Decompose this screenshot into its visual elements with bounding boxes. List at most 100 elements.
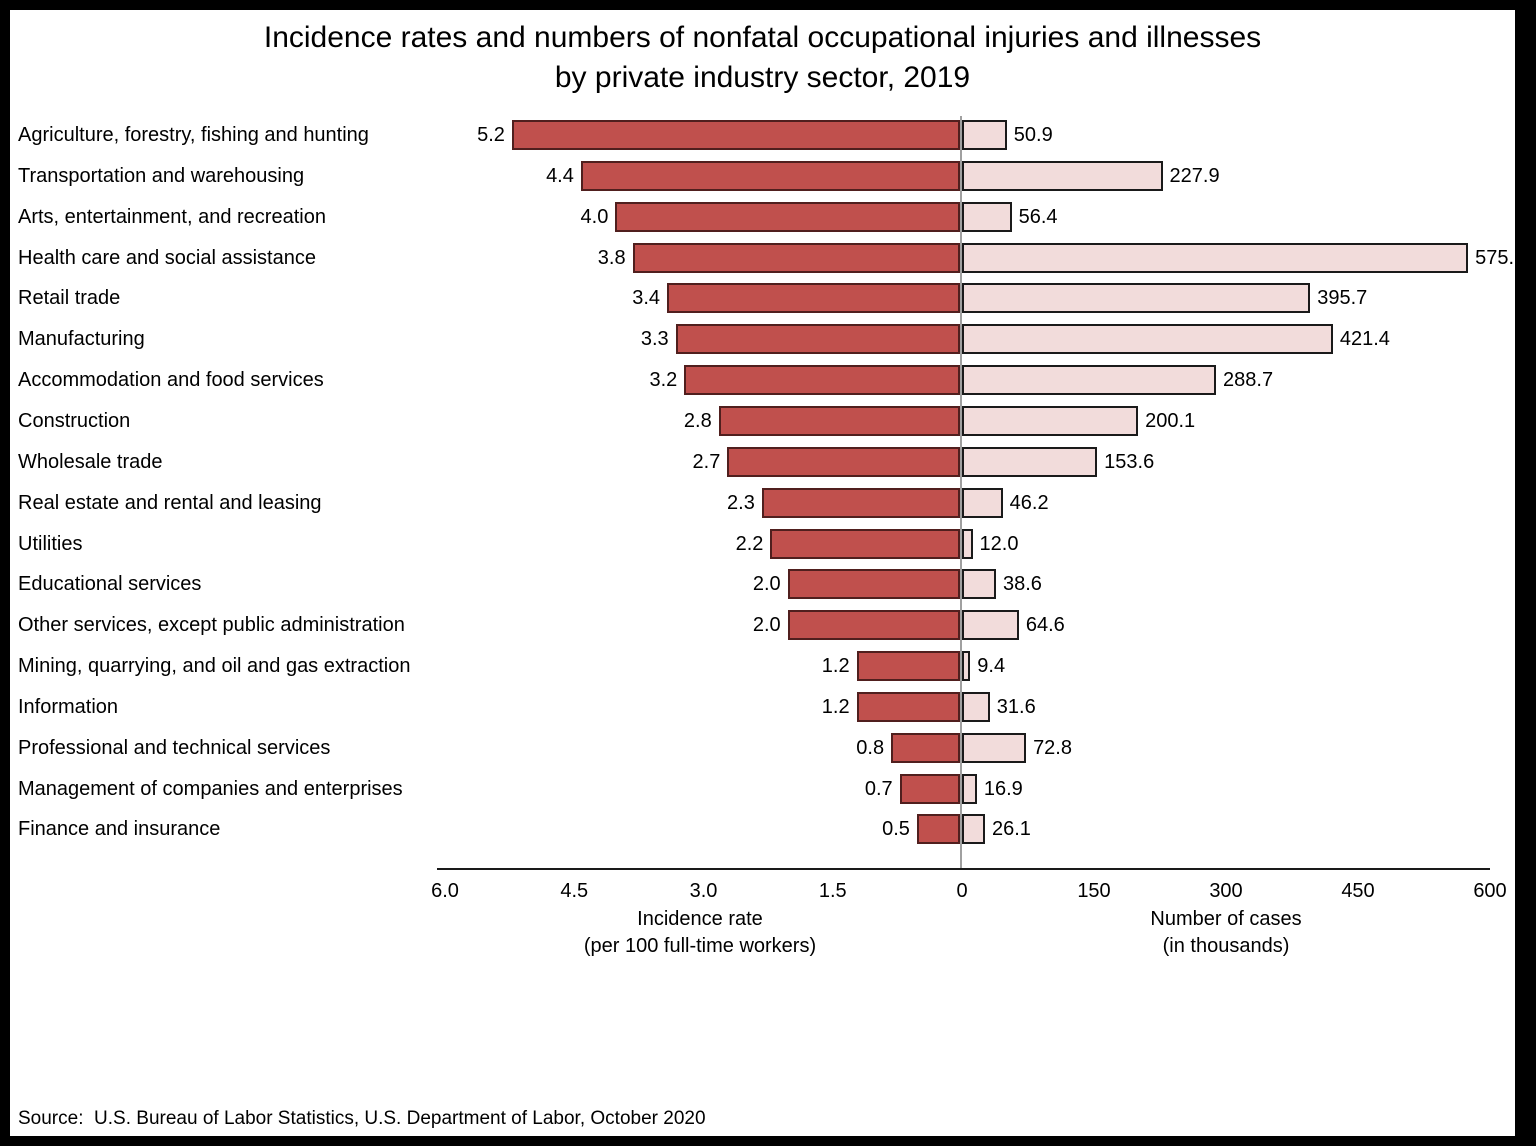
incidence-rate-value: 0.7 <box>864 777 893 800</box>
category-label: Professional and technical services <box>18 736 331 759</box>
category-label: Information <box>18 695 119 718</box>
incidence-rate-value: 5.2 <box>477 124 505 146</box>
cases-bar <box>962 691 990 722</box>
x-tick-label-right: 300 <box>1209 880 1243 902</box>
incidence-rate-bar <box>891 732 960 763</box>
category-label: Construction <box>18 409 131 432</box>
x-tick-label-right: 450 <box>1341 880 1375 902</box>
cases-bar <box>962 283 1311 314</box>
chart-row: Educational services 2.0 38.6 <box>10 569 1515 600</box>
chart-title-line2: by private industry sector, 2019 <box>554 61 971 94</box>
category-label: Educational services <box>18 573 202 596</box>
category-label: Finance and insurance <box>18 818 221 841</box>
cases-bar <box>962 365 1217 396</box>
chart-title: Incidence rates and numbers of nonfatal … <box>10 18 1515 98</box>
chart-row: Arts, entertainment, and recreation 4.0 56… <box>10 201 1515 232</box>
cases-value: 153.6 <box>1104 450 1155 473</box>
incidence-rate-value: 1.2 <box>821 655 850 678</box>
cases-bar <box>962 446 1098 477</box>
incidence-rate-value: 0.8 <box>856 736 885 759</box>
incidence-rate-bar <box>787 610 960 641</box>
category-label: Manufacturing <box>18 328 145 351</box>
cases-value: 64.6 <box>1025 614 1065 637</box>
incidence-rate-bar <box>727 446 960 477</box>
cases-bar <box>962 814 985 845</box>
category-label: Agriculture, forestry, fishing and hunti… <box>18 124 369 146</box>
incidence-rate-value: 4.4 <box>546 164 574 187</box>
incidence-rate-bar <box>787 569 960 600</box>
chart-row: Utilities 2.2 12.0 <box>10 528 1515 559</box>
incidence-rate-bar <box>511 120 960 150</box>
incidence-rate-bar <box>770 528 960 559</box>
cases-bar <box>962 324 1333 355</box>
chart-row: Management of companies and enterprises 0… <box>10 773 1515 804</box>
x-tick-label-right: 600 <box>1473 880 1507 902</box>
category-label: Real estate and rental and leasing <box>18 491 322 514</box>
chart-row: Information 1.2 31.6 <box>10 691 1515 722</box>
incidence-rate-value: 0.5 <box>882 818 910 841</box>
incidence-rate-bar <box>615 201 960 232</box>
cases-bar <box>962 405 1139 436</box>
cases-value: 56.4 <box>1018 205 1058 228</box>
category-label: Management of companies and enterprises <box>18 777 403 800</box>
category-label: Wholesale trade <box>18 450 163 473</box>
category-label: Arts, entertainment, and recreation <box>18 205 326 228</box>
x-tick-label-left: 3.0 <box>689 880 718 902</box>
chart-row: Health care and social assistance 3.8 575.… <box>10 242 1515 273</box>
incidence-rate-bar <box>856 651 960 682</box>
x-tick-label-right: 150 <box>1077 880 1111 902</box>
cases-value: 16.9 <box>983 777 1023 800</box>
category-label: Retail trade <box>18 287 121 310</box>
chart-row: Real estate and rental and leasing 2.3 46.… <box>10 487 1515 518</box>
incidence-rate-value: 2.2 <box>735 532 764 555</box>
chart-title-line1: Incidence rates and numbers of nonfatal … <box>263 21 1262 54</box>
incidence-rate-bar <box>916 814 960 845</box>
category-label: Other services, except public administra… <box>18 614 405 637</box>
cases-value: 50.9 <box>1013 124 1053 146</box>
cases-value: 200.1 <box>1145 409 1196 432</box>
incidence-rate-value: 2.3 <box>727 491 755 514</box>
cases-value: 26.1 <box>991 818 1031 841</box>
x-axis-line <box>437 868 1490 870</box>
cases-value: 46.2 <box>1009 491 1049 514</box>
category-label: Utilities <box>18 532 83 555</box>
chart-row: Accommodation and food services 3.2 288.7 <box>10 365 1515 396</box>
cases-bar <box>962 569 996 600</box>
incidence-rate-value: 3.3 <box>640 328 669 351</box>
incidence-rate-bar <box>718 405 960 436</box>
category-label: Health care and social assistance <box>18 246 316 269</box>
incidence-rate-bar <box>580 160 960 191</box>
chart-row: Wholesale trade 2.7 153.6 <box>10 446 1515 477</box>
incidence-rate-value: 3.4 <box>632 287 661 310</box>
x-tick-label-left: 1.5 <box>818 880 847 902</box>
right-axis-title: Number of cases (in thousands) <box>1150 908 1302 957</box>
cases-bar <box>962 528 973 559</box>
chart-row: Other services, except public administra… <box>10 610 1515 641</box>
chart-row: Retail trade 3.4 395.7 <box>10 283 1515 314</box>
cases-bar <box>962 242 1469 273</box>
cases-value: 395.7 <box>1317 287 1368 310</box>
incidence-rate-value: 2.7 <box>692 450 721 473</box>
category-label: Transportation and warehousing <box>18 164 305 187</box>
incidence-rate-value: 4.0 <box>580 205 609 228</box>
x-tick-label-zero: 0 <box>956 880 968 902</box>
category-label: Accommodation and food services <box>18 369 324 392</box>
cases-value: 227.9 <box>1169 164 1220 187</box>
zero-axis-line <box>960 116 962 868</box>
cases-value: 9.4 <box>977 655 1006 678</box>
cases-value: 12.0 <box>979 532 1019 555</box>
cases-bar <box>962 773 977 804</box>
cases-bar <box>962 651 971 682</box>
cases-value: 72.8 <box>1033 736 1072 759</box>
cases-bar <box>962 201 1012 232</box>
incidence-rate-bar <box>684 365 960 396</box>
chart-row: Construction 2.8 200.1 <box>10 405 1515 436</box>
incidence-rate-bar <box>856 691 960 722</box>
x-tick-label-left: 6.0 <box>431 880 459 902</box>
incidence-rate-value: 2.8 <box>683 409 712 432</box>
plot-area: Agriculture, forestry, fishing and hunti… <box>10 10 1515 1136</box>
incidence-rate-bar <box>899 773 960 804</box>
cases-value: 288.7 <box>1223 369 1274 392</box>
chart-row: Manufacturing 3.3 421.4 <box>10 324 1515 355</box>
cases-value: 31.6 <box>996 695 1036 718</box>
